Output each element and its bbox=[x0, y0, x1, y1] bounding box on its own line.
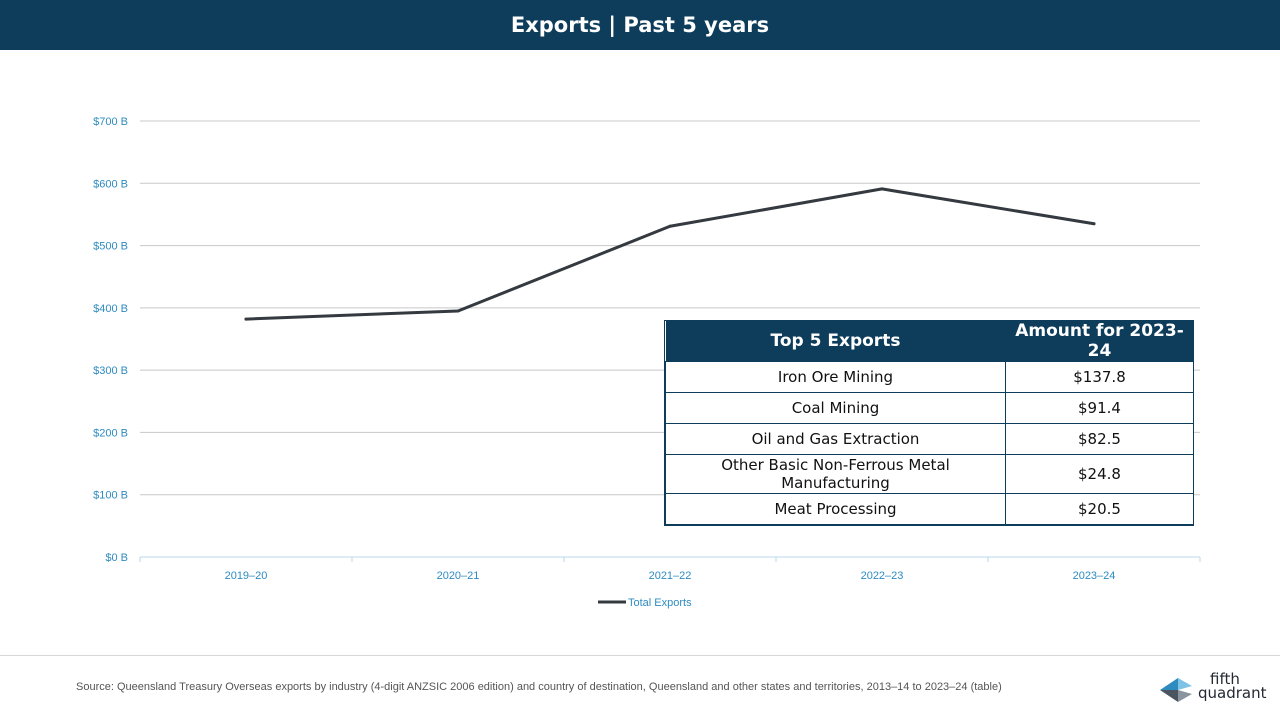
data-point bbox=[880, 187, 884, 191]
export-name-cell: Coal Mining bbox=[665, 392, 1006, 424]
column-header: Top 5 Exports bbox=[665, 321, 1006, 362]
y-tick-label: $100 B bbox=[93, 490, 128, 502]
logo-mark-icon bbox=[1160, 678, 1192, 702]
header-bar: Exports | Past 5 years bbox=[0, 0, 1280, 50]
table-row: Other Basic Non-Ferrous Metal Manufactur… bbox=[665, 454, 1194, 494]
x-tick-label: 2020–21 bbox=[437, 570, 480, 582]
footer-divider bbox=[0, 655, 1280, 656]
x-tick-label: 2021–22 bbox=[649, 570, 692, 582]
table-row: Iron Ore Mining $137.8 bbox=[665, 361, 1194, 393]
data-point bbox=[244, 317, 248, 321]
export-name-cell: Oil and Gas Extraction bbox=[665, 423, 1006, 455]
data-point bbox=[668, 224, 672, 228]
y-tick-label: $500 B bbox=[93, 241, 128, 253]
data-point bbox=[1092, 222, 1096, 226]
export-name-cell: Meat Processing bbox=[665, 493, 1006, 525]
y-tick-label: $600 B bbox=[93, 178, 128, 190]
export-amount-cell: $24.8 bbox=[1005, 454, 1194, 494]
y-tick-label: $400 B bbox=[93, 303, 128, 315]
source-note: Source: Queensland Treasury Overseas exp… bbox=[76, 681, 1002, 693]
table-row: Oil and Gas Extraction $82.5 bbox=[665, 423, 1194, 455]
table-header-row: Top 5 Exports Amount for 2023-24 bbox=[665, 321, 1194, 362]
table-row: Coal Mining $91.4 bbox=[665, 392, 1194, 424]
column-header: Amount for 2023-24 bbox=[1005, 321, 1194, 362]
fifth-quadrant-logo: fifth quadrant bbox=[1158, 672, 1270, 708]
y-tick-label: $700 B bbox=[93, 116, 128, 128]
export-amount-cell: $91.4 bbox=[1005, 392, 1194, 424]
logo-text-line2: quadrant bbox=[1198, 684, 1267, 702]
table-row: Meat Processing $20.5 bbox=[665, 493, 1194, 525]
export-amount-cell: $20.5 bbox=[1005, 493, 1194, 525]
page-title: Exports | Past 5 years bbox=[510, 13, 770, 37]
logo-text-line1: fifth bbox=[1210, 670, 1240, 688]
data-point bbox=[456, 309, 460, 313]
x-tick-label: 2023–24 bbox=[1073, 570, 1116, 582]
export-name-cell: Other Basic Non-Ferrous Metal Manufactur… bbox=[665, 454, 1006, 494]
y-tick-label: $200 B bbox=[93, 427, 128, 439]
x-tick-label: 2022–23 bbox=[861, 570, 904, 582]
export-amount-cell: $137.8 bbox=[1005, 361, 1194, 393]
export-name-cell: Iron Ore Mining bbox=[665, 361, 1006, 393]
legend-label: Total Exports bbox=[628, 597, 692, 609]
series-line-total-exports bbox=[244, 187, 1096, 321]
y-tick-label: $300 B bbox=[93, 365, 128, 377]
export-amount-cell: $82.5 bbox=[1005, 423, 1194, 455]
top-exports-table: Top 5 Exports Amount for 2023-24 Iron Or… bbox=[664, 320, 1194, 526]
x-tick-label: 2019–20 bbox=[225, 570, 268, 582]
y-tick-label: $0 B bbox=[105, 552, 128, 564]
